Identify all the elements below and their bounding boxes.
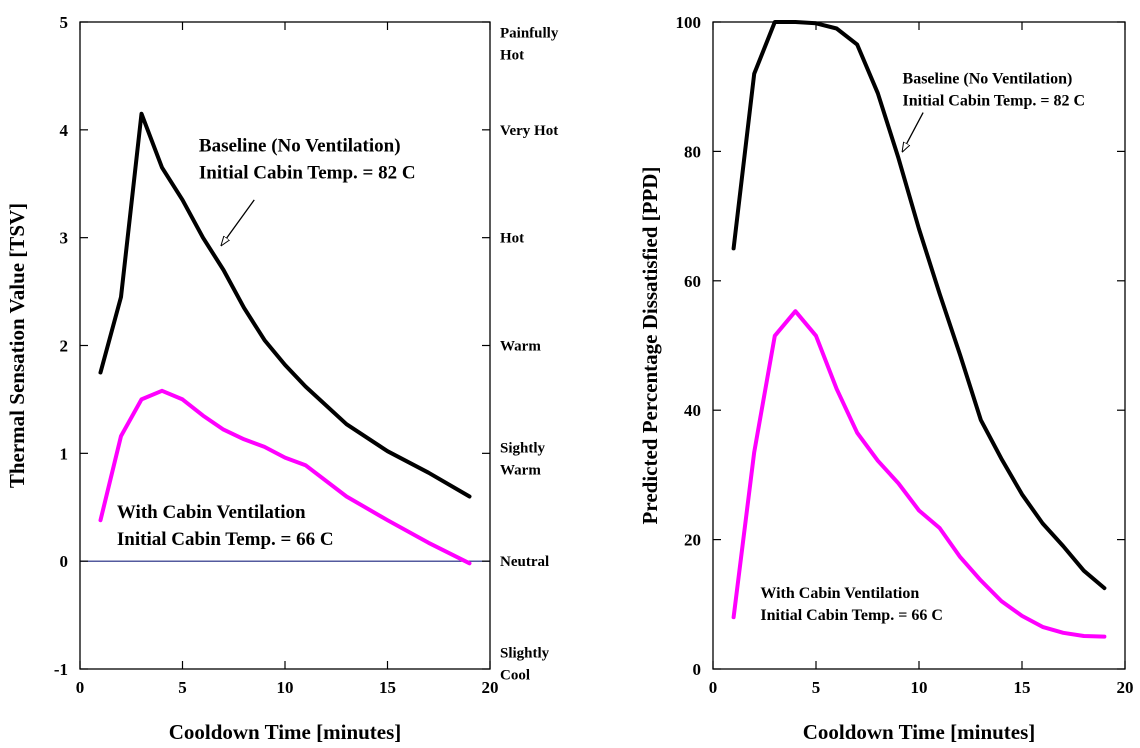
tsv-chart: 0 5 10 15 20 -1 0 1 2 3 4 5 Cooldown Time [minutes] T… bbox=[5, 13, 559, 744]
x-tick-label: 5 bbox=[178, 678, 187, 697]
annotation-arrow bbox=[221, 199, 255, 245]
baseline-annotation: Baseline (No Ventilation) Initial Cabin T… bbox=[199, 135, 416, 183]
ppd-chart: 0 5 10 15 20 0 20 40 60 80 100 Cooldown Time [minut… bbox=[638, 13, 1134, 744]
comfort-scale-label: Very Hot bbox=[500, 123, 558, 139]
y-tick-label: 40 bbox=[684, 401, 701, 420]
x-tick-label: 10 bbox=[277, 678, 294, 697]
y-tick-label: 5 bbox=[60, 13, 69, 32]
y-tick-label: 80 bbox=[684, 142, 701, 161]
y-tick-label: -1 bbox=[54, 660, 68, 679]
x-tick-label: 15 bbox=[1014, 678, 1031, 697]
ventilation-annotation: With Cabin Ventilation Initial Cabin Temp… bbox=[760, 585, 943, 624]
x-tick-label: 20 bbox=[1117, 678, 1134, 697]
y-tick-label: 0 bbox=[693, 660, 702, 679]
y-tick-label: 4 bbox=[60, 121, 69, 140]
y-axis-title: Predicted Percentage Dissatisfied [PPD] bbox=[638, 167, 662, 525]
baseline-series-line bbox=[731, 20, 1107, 591]
baseline-annotation: Baseline (No Ventilation) Initial Cabin T… bbox=[903, 70, 1086, 109]
annotation-arrow bbox=[903, 112, 924, 152]
x-axis-title: Cooldown Time [minutes] bbox=[803, 720, 1036, 744]
x-tick-label: 20 bbox=[482, 678, 499, 697]
comfort-scale-label: Hot bbox=[500, 231, 524, 247]
comfort-scale-label: Neutral bbox=[500, 554, 549, 570]
y-tick-label: 2 bbox=[60, 337, 69, 356]
comfort-scale-label: Sightly Warm bbox=[500, 441, 546, 479]
y-tick-label: 1 bbox=[60, 444, 69, 463]
y-tick-label: 3 bbox=[60, 229, 69, 248]
comfort-scale-label: Warm bbox=[500, 339, 541, 355]
baseline-series-line bbox=[98, 111, 472, 499]
ventilation-annotation: With Cabin Ventilation Initial Cabin Temp… bbox=[117, 502, 334, 550]
x-tick-label: 15 bbox=[379, 678, 396, 697]
comfort-scale-label: Slightly Cool bbox=[500, 646, 550, 684]
y-tick-label: 20 bbox=[684, 531, 701, 550]
x-tick-label: 0 bbox=[76, 678, 85, 697]
y-axis-title: Thermal Sensation Value [TSV] bbox=[5, 203, 29, 488]
y-tick-label: 100 bbox=[676, 13, 702, 32]
x-axis-title: Cooldown Time [minutes] bbox=[169, 720, 402, 744]
y-tick-label: 0 bbox=[60, 552, 69, 571]
ventilation-series-line bbox=[731, 309, 1107, 639]
comfort-scale-label: Painfully Hot bbox=[500, 26, 559, 64]
ventilation-series-line bbox=[98, 388, 472, 566]
x-tick-label: 5 bbox=[812, 678, 821, 697]
x-tick-label: 0 bbox=[709, 678, 718, 697]
x-tick-label: 10 bbox=[911, 678, 928, 697]
y-tick-label: 60 bbox=[684, 272, 701, 291]
